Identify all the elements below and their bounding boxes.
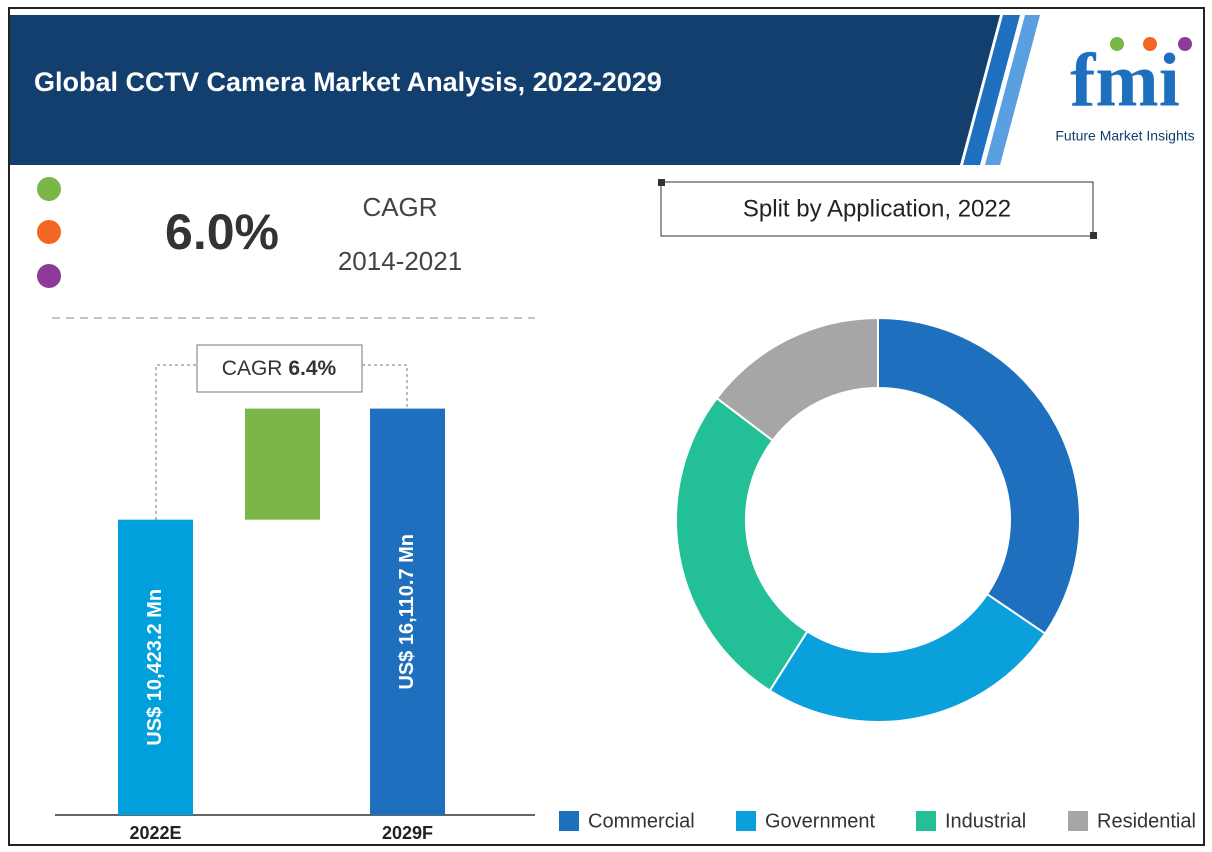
legend-label: Government — [765, 810, 875, 832]
cagr-annotation-box — [196, 344, 363, 393]
value-label: US$ 10,423.2 Mn — [144, 589, 166, 746]
cagr-annotation: CAGR 6.4% — [222, 357, 337, 380]
logo-dot — [1178, 37, 1192, 51]
bullet — [37, 177, 61, 201]
bullet — [37, 264, 61, 288]
cagr-value: 6.0% — [165, 204, 279, 260]
cagr-label: CAGR — [362, 192, 437, 222]
donut-title-box — [660, 181, 1094, 237]
connector — [155, 364, 408, 520]
logo-subtitle: Future Market Insights — [1055, 128, 1194, 144]
legend-swatch — [916, 811, 936, 831]
header-stripe — [963, 15, 1020, 165]
annotation-value: 6.4% — [288, 357, 336, 380]
legend-swatch — [736, 811, 756, 831]
donut-slice — [675, 396, 809, 692]
bar — [245, 408, 320, 520]
x-tick-label: 2022E — [129, 823, 181, 843]
cagr-period: 2014-2021 — [338, 246, 462, 276]
donut-slice — [715, 316, 879, 442]
legend-label: Industrial — [945, 810, 1026, 832]
donut-title: Split by Application, 2022 — [743, 195, 1011, 222]
logo: fmi — [1070, 38, 1180, 122]
donut-slice — [768, 592, 1047, 723]
box-handle — [658, 179, 665, 186]
logo-dot — [1110, 37, 1124, 51]
x-tick-label: 2029F — [382, 823, 433, 843]
logo-dot — [1143, 37, 1157, 51]
bar — [118, 519, 193, 815]
donut-slice — [877, 316, 1081, 635]
bar — [370, 408, 445, 815]
header-stripe — [985, 15, 1040, 165]
legend-swatch — [559, 811, 579, 831]
legend-label: Commercial — [588, 810, 695, 832]
header-band — [10, 15, 1000, 165]
box-handle — [1090, 232, 1097, 239]
annotation-label: CAGR — [222, 357, 283, 380]
legend-swatch — [1068, 811, 1088, 831]
value-label: US$ 16,110.7 Mn — [396, 534, 418, 690]
header-title: Global CCTV Camera Market Analysis, 2022… — [34, 67, 662, 97]
bullet — [37, 220, 61, 244]
legend-label: Residential — [1097, 810, 1196, 832]
